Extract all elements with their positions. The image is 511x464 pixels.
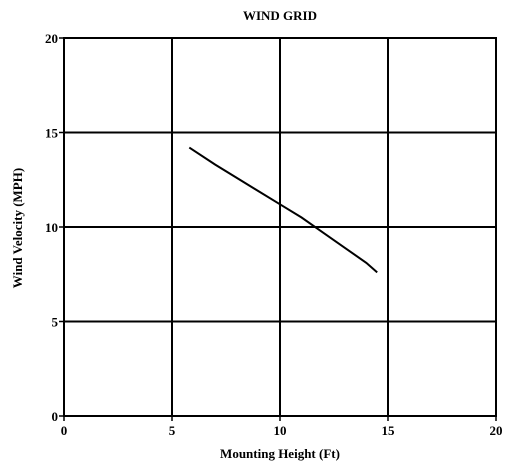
y-tick-label-20: 20: [45, 31, 58, 46]
x-tick-label-15: 15: [382, 423, 396, 438]
x-axis-title: Mounting Height (Ft): [220, 446, 340, 461]
tick-labels: 0 5 10 15 20 0 5 10 15 20: [45, 31, 503, 438]
grid-lines: [64, 38, 496, 416]
x-tick-label-10: 10: [274, 423, 287, 438]
series-line-0: [188, 146, 378, 274]
x-tick-label-0: 0: [61, 423, 68, 438]
x-tick-label-20: 20: [490, 423, 503, 438]
x-tick-label-5: 5: [169, 423, 176, 438]
axis-ticks: [59, 37, 497, 421]
chart-title: WIND GRID: [243, 8, 317, 23]
series-layer: [188, 146, 378, 274]
y-tick-label-15: 15: [45, 126, 59, 141]
y-tick-label-10: 10: [45, 220, 58, 235]
y-axis-title: Wind Velocity (MPH): [10, 168, 25, 288]
y-tick-label-0: 0: [52, 409, 59, 424]
y-tick-label-5: 5: [52, 315, 59, 330]
